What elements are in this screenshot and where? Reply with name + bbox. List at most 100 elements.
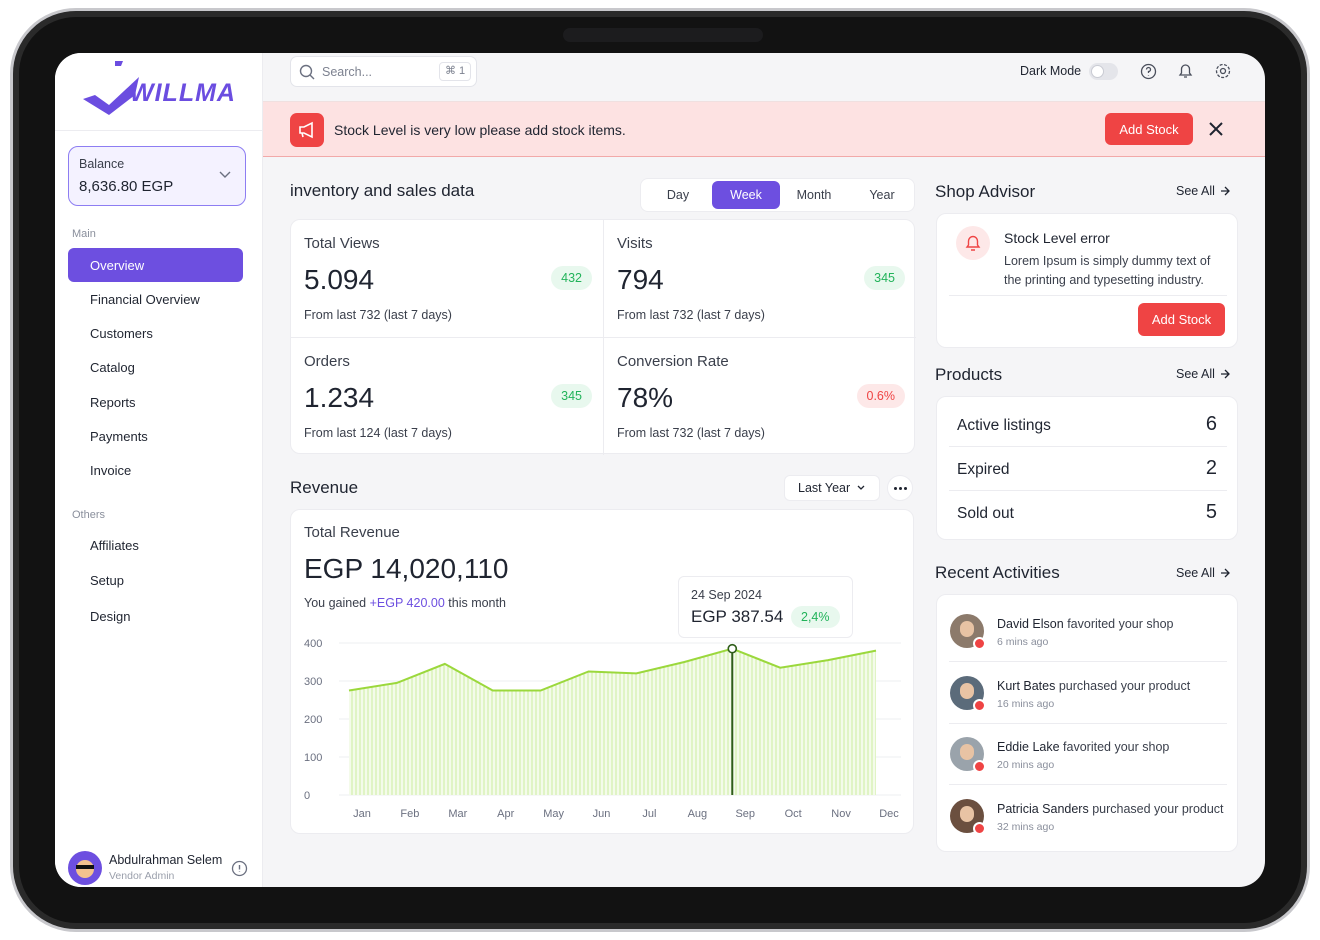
stat-cell: Visits 794 345 From last 732 (last 7 days) (604, 220, 916, 337)
nav-item[interactable]: Reports (68, 385, 243, 419)
stat-label: Visits (617, 235, 653, 252)
decoration (83, 77, 139, 115)
see-all-link[interactable]: See All (1176, 566, 1230, 580)
revenue-filter[interactable]: Last Year (784, 475, 880, 501)
tooltip-date: 24 Sep 2024 (691, 588, 762, 602)
period-tab[interactable]: Day (666, 188, 690, 202)
search-placeholder: Search... (322, 65, 373, 79)
see-all-link[interactable]: See All (1176, 184, 1230, 198)
megaphone-icon (299, 121, 313, 139)
see-all-link[interactable]: See All (1176, 367, 1230, 381)
x-tick-label: Aug (688, 808, 708, 820)
nav-item[interactable]: Catalog (68, 351, 243, 385)
x-tick-label: Jan (353, 808, 371, 820)
y-tick-label: 0 (304, 790, 310, 802)
user-avatar[interactable] (68, 851, 102, 885)
stat-cell: Total Views 5.094 432 From last 732 (last 7… (291, 220, 603, 337)
arrow (1220, 568, 1230, 578)
add-stock-button[interactable]: Add Stock (1105, 113, 1193, 145)
more-button[interactable] (887, 475, 913, 501)
stat-cell: Conversion Rate 78% 0.6% From last 732 (las… (604, 338, 916, 455)
activity-name: Kurt Bates (997, 678, 1056, 693)
activities-card: David Elson favorited your shop 6 mins ag… (936, 594, 1238, 852)
activity-time: 16 mins ago (997, 697, 1055, 710)
activity-time: 20 mins ago (997, 759, 1055, 771)
advisor-item-title: Stock Level error (1004, 230, 1110, 246)
x-tick-label: Jul (642, 808, 656, 820)
advisor-item-text: Lorem Ipsum is simply dummy text of the … (1004, 254, 1211, 287)
decoration (1219, 67, 1227, 75)
line (348, 647, 877, 692)
x-tick-label: Jun (593, 808, 611, 820)
help-icon[interactable] (1140, 63, 1157, 80)
nav-item[interactable]: Design (68, 599, 243, 633)
decoration (1220, 186, 1230, 196)
product-label: Active listings (957, 417, 1051, 434)
close-icon[interactable] (1209, 122, 1223, 136)
decoration (1209, 122, 1223, 136)
balance-label: Balance (79, 157, 125, 171)
divider (949, 295, 1227, 296)
search-box[interactable]: Search... ⌘ 1 (290, 56, 477, 87)
bell-icon (965, 235, 981, 251)
user-role: Vendor Admin (109, 870, 175, 882)
balance-value: 8,636.80 EGP (79, 178, 174, 195)
stat-change: 345 (864, 266, 905, 290)
hover-point (727, 643, 738, 654)
nav-label: Invoice (90, 463, 132, 479)
stock-alert: Stock Level is very low please add stock… (263, 101, 1265, 157)
product-count: 6 (1205, 413, 1217, 435)
x-tick-label: Apr (497, 808, 514, 820)
avatar-face (960, 621, 974, 637)
nav-item[interactable]: Affiliates (68, 528, 243, 562)
dark-mode-label: Dark Mode (1020, 64, 1082, 78)
search-shortcut: ⌘ 1 (439, 62, 472, 81)
divider (949, 446, 1227, 447)
notification-icon[interactable] (1177, 62, 1194, 80)
stat-label: Total Views (304, 235, 380, 252)
logo: WILLMA (130, 79, 236, 107)
camera-bar (563, 28, 763, 42)
activity-avatar (950, 737, 986, 773)
heart-badge (973, 821, 986, 835)
gained-amount: +EGP 420.00 (369, 596, 445, 610)
nav-item[interactable]: Invoice (68, 454, 243, 488)
period-tab[interactable]: Week (712, 181, 780, 209)
nav-item[interactable]: Customers (68, 317, 243, 351)
divider (949, 661, 1227, 662)
stat-value: 5.094 (304, 264, 375, 295)
stat-note: From last 732 (last 7 days) (617, 426, 765, 440)
caret (857, 485, 865, 490)
product-label: Expired (957, 461, 1010, 478)
nav-item[interactable]: Financial Overview (68, 282, 243, 316)
decoration (1220, 568, 1230, 578)
add-stock-button[interactable]: Add Stock (1138, 303, 1225, 336)
total-value: EGP 14,020,110 (304, 553, 509, 584)
activity-name: Eddie Lake (997, 740, 1060, 754)
stat-cell: Orders 1.234 345 From last 124 (last 7 days… (291, 338, 603, 455)
decoration (1178, 64, 1193, 78)
stat-note: From last 124 (last 7 days) (304, 426, 452, 440)
activity-avatar (950, 675, 986, 712)
tooltip-change: 2,4% (791, 606, 840, 628)
dark-mode-toggle[interactable] (1089, 63, 1118, 80)
revenue-chart: 0 100 200 300 400 Jan Feb Mar Apr May Jun Jul Aug Sep… (304, 638, 901, 820)
info-icon[interactable] (231, 860, 248, 877)
decoration (965, 235, 981, 251)
x-tick-label: Mar (448, 808, 467, 820)
nav-item[interactable]: Setup (68, 564, 243, 598)
decoration (299, 64, 313, 78)
activity-action: purchased your product (1092, 801, 1224, 816)
settings-icon[interactable] (1214, 62, 1232, 80)
filter-label: Last Year (798, 481, 851, 495)
nav-item[interactable]: Payments (68, 420, 243, 454)
period-tab[interactable]: Year (869, 188, 895, 202)
activity-time: 6 mins ago (997, 636, 1049, 648)
section-title: Shop Advisor (935, 182, 1036, 201)
period-tab[interactable]: Month (796, 188, 832, 202)
gained-line: You gained +EGP 420.00 this month (304, 596, 506, 610)
bell-badge (956, 226, 990, 260)
nav-item[interactable]: Overview (68, 248, 243, 282)
balance-selector[interactable]: Balance 8,636.80 EGP (68, 146, 246, 206)
activity-text: Eddie Lake favorited your shop (997, 740, 1169, 754)
